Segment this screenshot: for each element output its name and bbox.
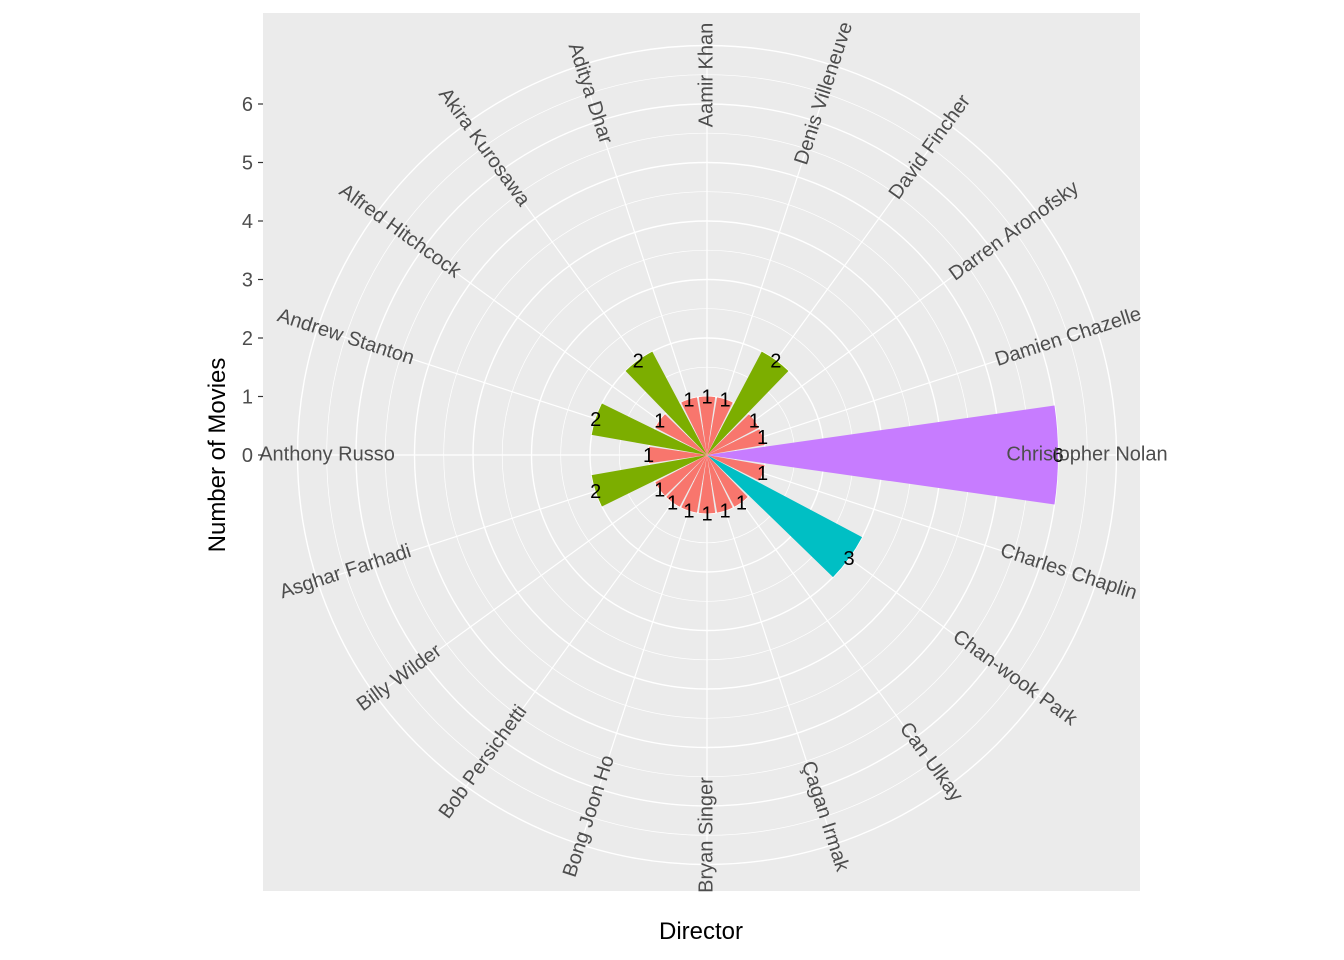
value-label: 1 xyxy=(720,501,731,523)
grid-spoke xyxy=(706,55,838,456)
bar-wedge xyxy=(707,405,1059,505)
value-label: 1 xyxy=(757,427,768,449)
grid-layer xyxy=(287,35,1127,875)
bar-wedge xyxy=(648,446,707,464)
bar-wedge xyxy=(591,455,707,507)
x-axis-title: Director xyxy=(659,918,743,945)
grid-spoke xyxy=(576,454,708,855)
bar-wedge xyxy=(591,403,707,455)
grid-spoke xyxy=(459,454,708,796)
grid-spoke xyxy=(576,55,708,456)
value-label: 3 xyxy=(843,548,854,570)
bar-wedge xyxy=(655,414,707,455)
grid-spoke xyxy=(366,207,708,456)
y-tick-label: 2 xyxy=(242,328,253,350)
bar-wedge xyxy=(707,414,759,455)
y-axis-title: Number of Movies xyxy=(204,358,231,553)
grid-spoke xyxy=(706,454,955,796)
value-label: 2 xyxy=(590,409,601,431)
value-label: 2 xyxy=(770,350,781,372)
bar-wedge xyxy=(625,351,707,455)
bar-wedge xyxy=(707,351,789,455)
y-tick-label: 4 xyxy=(242,211,253,233)
bar-wedge xyxy=(707,397,733,455)
value-label: 1 xyxy=(749,411,760,433)
bar-wedge xyxy=(707,455,748,507)
y-tick-label: 0 xyxy=(242,445,253,467)
value-label: 1 xyxy=(654,411,665,433)
value-label: 1 xyxy=(667,492,678,514)
bar-wedge xyxy=(707,455,765,481)
value-label: 1 xyxy=(643,445,654,467)
value-label: 1 xyxy=(654,479,665,501)
value-label: 1 xyxy=(683,389,694,411)
bar-wedge xyxy=(666,455,707,507)
bar-wedge xyxy=(707,455,733,513)
category-label: Christopher Nolan xyxy=(1006,443,1167,465)
y-tick-label: 5 xyxy=(242,153,253,175)
value-label: 1 xyxy=(683,501,694,523)
bar-wedge xyxy=(681,455,707,513)
category-label: Aamir Khan xyxy=(695,23,717,128)
bar-wedge xyxy=(707,429,765,455)
value-label: 1 xyxy=(701,504,712,526)
grid-spoke xyxy=(366,454,708,703)
bar-layer xyxy=(591,351,1059,578)
y-tick-label: 6 xyxy=(242,94,253,116)
value-label: 1 xyxy=(757,463,768,485)
value-label: 1 xyxy=(720,389,731,411)
bar-wedge xyxy=(707,455,863,578)
bar-wedge xyxy=(698,396,716,455)
grid-spoke xyxy=(706,207,1048,456)
value-label: 2 xyxy=(590,481,601,503)
bar-wedge xyxy=(698,455,716,514)
value-label: 1 xyxy=(701,387,712,409)
value-label: 2 xyxy=(633,350,644,372)
y-axis: 0 1 2 3 4 5 6 xyxy=(242,94,263,467)
category-label: Anthony Russo xyxy=(259,443,395,465)
category-label: Bryan Singer xyxy=(695,777,717,893)
grid-spoke xyxy=(706,454,838,855)
bar-wedge xyxy=(681,397,707,455)
value-label: 1 xyxy=(736,492,747,514)
grid-spoke xyxy=(706,454,1107,586)
y-tick-label: 1 xyxy=(242,387,253,409)
bar-wedge xyxy=(655,455,707,496)
y-tick-label: 3 xyxy=(242,270,253,292)
value-label: 6 xyxy=(1052,445,1063,467)
grid-spoke xyxy=(706,324,1107,456)
